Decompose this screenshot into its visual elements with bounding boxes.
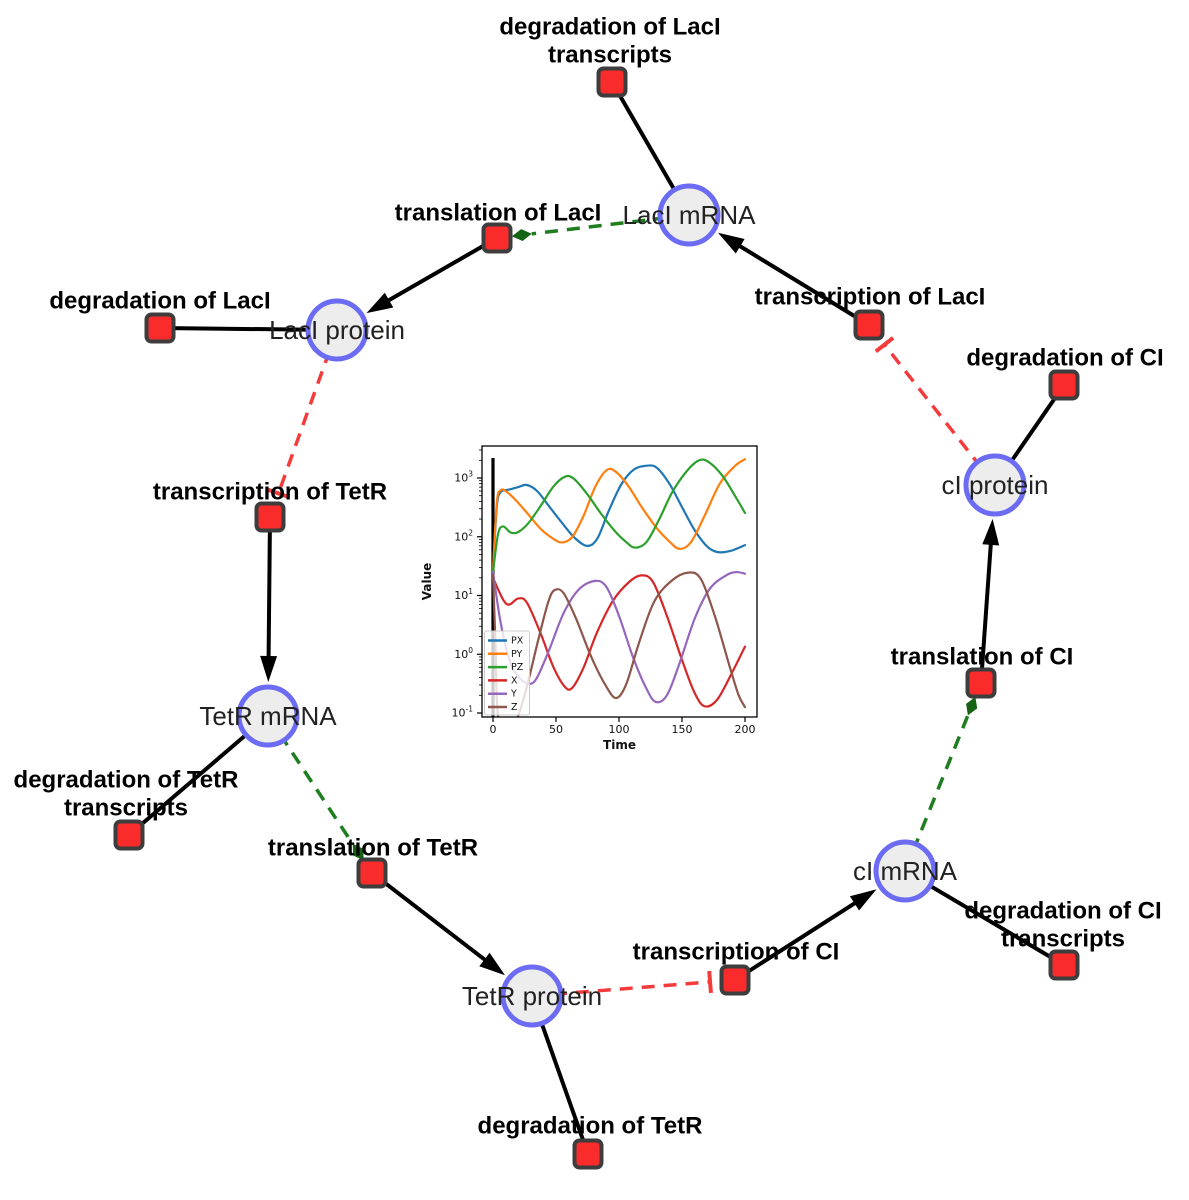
arrowhead-icon <box>718 232 745 254</box>
x-tick-label: 200 <box>735 723 756 736</box>
arrowhead-icon <box>982 518 1000 546</box>
series-line-Z <box>491 571 747 717</box>
species-node-laci_protein[interactable] <box>305 298 369 362</box>
reaction-label-translation_tetr-line0: translation of TetR <box>268 835 478 862</box>
reaction-label-deg_tetr-line0: degradation of TetR <box>478 1113 703 1140</box>
reaction-label-deg_laci-line0: degradation of LacI <box>49 288 270 315</box>
edge-production-translation_ci-ci_protein <box>979 518 1000 684</box>
x-tick-label: 100 <box>609 723 630 736</box>
edge-production-transcription_ci-ci_mrna <box>733 889 877 982</box>
reaction-label-deg_ci_tx-line0: degradation of CI <box>964 898 1161 925</box>
series-line-PX <box>491 464 747 574</box>
legend-label-X: X <box>511 675 518 686</box>
reaction-node-transcription_tetr[interactable] <box>254 501 286 533</box>
reaction-node-translation_tetr[interactable] <box>356 857 388 889</box>
labels-layer: degradation of LacItranscriptstranslatio… <box>14 14 1164 1140</box>
species-label-ci_mrna: cI mRNA <box>853 856 958 886</box>
legend-label-PX: PX <box>511 636 524 647</box>
reaction-node-deg_laci[interactable] <box>144 312 176 344</box>
reaction-label-translation_laci-line0: translation of LacI <box>395 200 602 227</box>
reaction-node-deg_ci[interactable] <box>1048 369 1080 401</box>
y-tick-label: 101 <box>454 587 473 602</box>
series-line-PY <box>491 458 747 574</box>
species-node-ci_protein[interactable] <box>963 453 1027 517</box>
legend-label-Y: Y <box>510 689 517 700</box>
series-line-PZ <box>491 458 747 574</box>
species-label-tetr_protein: TetR protein <box>462 981 602 1011</box>
reaction-node-translation_laci[interactable] <box>481 222 513 254</box>
y-tick-label: 102 <box>454 528 473 543</box>
reaction-node-transcription_ci[interactable] <box>719 964 751 996</box>
reaction-node-translation_ci[interactable] <box>965 667 997 699</box>
inhibition-bar-icon <box>267 487 290 500</box>
inhibition-bar-icon <box>707 970 713 994</box>
reaction-node-deg_ci_tx[interactable] <box>1048 949 1080 981</box>
inhibition-bar-icon <box>874 336 895 354</box>
reaction-label-deg_ci-line0: degradation of CI <box>966 345 1163 372</box>
species-label-laci_protein: LacI protein <box>269 315 405 345</box>
species-node-ci_mrna[interactable] <box>873 839 937 903</box>
diamond-arrowhead-icon <box>511 229 532 241</box>
reaction-label-transcription_ci-line0: transcription of CI <box>633 939 840 966</box>
reaction-label-deg_tetr_tx-line1: transcripts <box>64 795 188 822</box>
y-tick-label: 10-1 <box>452 705 474 720</box>
arrowhead-icon <box>479 952 505 976</box>
y-tick-label: 103 <box>454 470 473 485</box>
species-label-laci_mrna: LacI mRNA <box>623 200 757 230</box>
x-tick-label: 150 <box>672 723 693 736</box>
arrowhead-icon <box>260 655 278 682</box>
diamond-arrowhead-icon <box>352 843 364 861</box>
y-axis-label: Value <box>420 563 434 601</box>
edge-production-transcription_tetr-tetr_mrna <box>260 516 278 682</box>
species-node-tetr_mrna[interactable] <box>236 684 300 748</box>
reaction-node-deg_tetr[interactable] <box>572 1138 604 1170</box>
reaction-label-deg_ci_tx-line1: transcripts <box>1001 926 1125 953</box>
edge-production-translation_laci-laci_protein <box>366 236 498 314</box>
x-tick-label: 50 <box>549 723 563 736</box>
edge-production-transcription_laci-laci_mrna <box>718 232 871 327</box>
reaction-label-translation_ci-line0: translation of CI <box>891 644 1074 671</box>
reaction-label-deg_laci_tx-line1: transcripts <box>548 42 672 69</box>
reaction-label-deg_tetr_tx-line0: degradation of TetR <box>14 767 239 794</box>
reaction-label-transcription_laci-line0: transcription of LacI <box>755 284 986 311</box>
nodes-layer <box>113 66 1080 1170</box>
reaction-label-deg_laci_tx-line0: degradation of LacI <box>499 14 720 41</box>
y-tick-label: 100 <box>454 646 473 661</box>
x-tick-label: 0 <box>490 723 497 736</box>
arrowhead-icon <box>366 292 394 314</box>
species-label-ci_protein: cI protein <box>942 470 1049 500</box>
legend: PX PY PZ XYZ <box>484 630 530 716</box>
legend-label-PY: PY <box>511 649 523 660</box>
reaction-label-transcription_tetr-line0: transcription of TetR <box>153 479 387 506</box>
species-node-tetr_protein[interactable] <box>500 964 564 1028</box>
x-axis-label: Time <box>603 738 636 752</box>
series-line-X <box>491 574 747 708</box>
reaction-node-transcription_laci[interactable] <box>853 309 885 341</box>
diamond-arrowhead-icon <box>966 696 978 716</box>
species-label-tetr_mrna: TetR mRNA <box>199 701 337 731</box>
legend-label-Z: Z <box>511 702 518 713</box>
arrowhead-icon <box>849 889 877 911</box>
species-node-laci_mrna[interactable] <box>657 183 721 247</box>
reaction-node-deg_laci_tx[interactable] <box>596 66 628 98</box>
reaction-node-deg_tetr_tx[interactable] <box>113 819 145 851</box>
legend-label-PZ: PZ <box>511 662 524 673</box>
edge-production-translation_tetr-tetr_protein <box>370 871 505 976</box>
